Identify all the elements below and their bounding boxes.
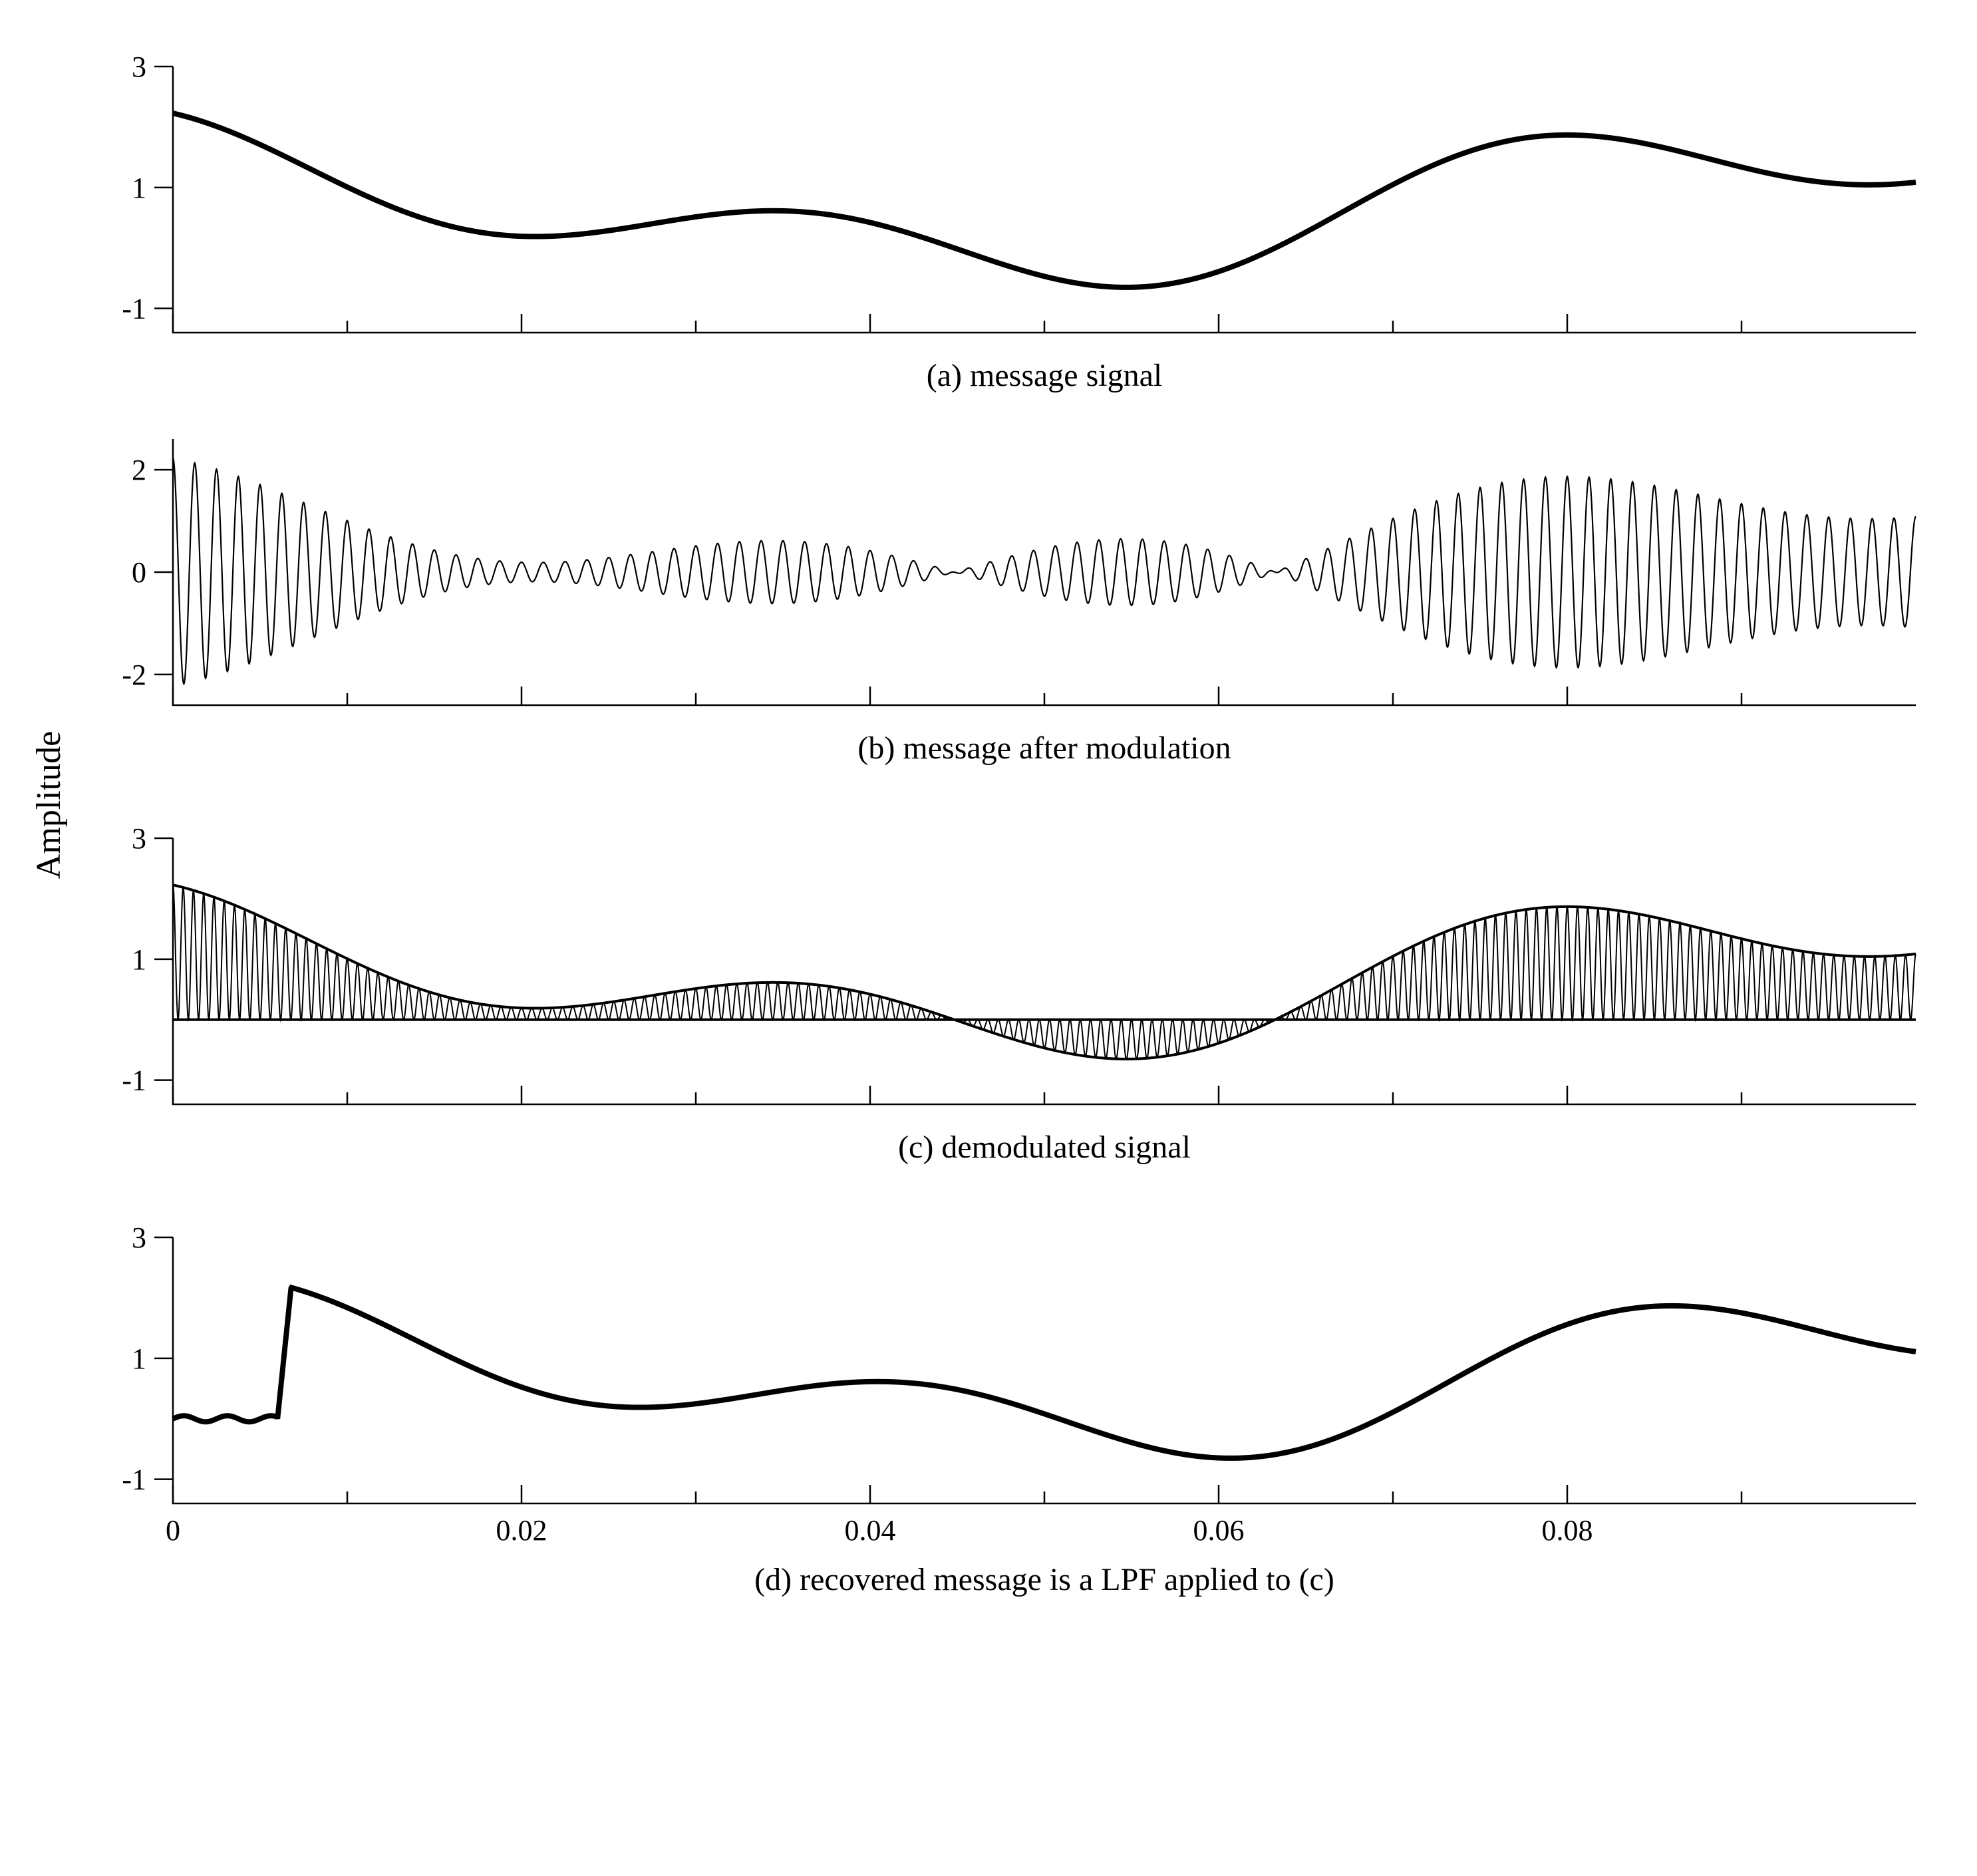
y-tick-label: 1 [132, 943, 146, 976]
y-tick-label: 3 [132, 1221, 146, 1254]
y-tick-label: 3 [132, 822, 146, 855]
panel-b: -2 0 2 (b) message after modulation [122, 439, 1916, 766]
y-tick-label: 0 [132, 556, 146, 589]
x-tick-label: 0 [166, 1514, 180, 1547]
y-tick-label: -1 [122, 293, 146, 325]
panel-caption-d: (d) recovered message is a LPF applied t… [754, 1562, 1334, 1597]
y-tick-label: 3 [132, 51, 146, 83]
x-tick-label: 0.04 [845, 1514, 896, 1547]
recovered-signal [173, 1288, 1916, 1458]
y-tick-label: -2 [122, 659, 146, 691]
y-tick-label: 1 [132, 172, 146, 204]
modulation-figure: Amplitude -1 1 3 (a) message signal -2 0 2 (b) m… [27, 27, 1950, 1849]
panel-a: -1 1 3 (a) message signal [122, 51, 1916, 393]
y-tick-label: -1 [122, 1064, 146, 1097]
y-tick-label: -1 [122, 1464, 146, 1496]
message-signal [173, 113, 1916, 287]
panel-caption-b: (b) message after modulation [857, 730, 1231, 766]
x-tick-label: 0.02 [496, 1514, 547, 1547]
panel-c: -1 1 3 (c) demodulated signal [122, 822, 1916, 1165]
y-axis-label: Amplitude [30, 731, 68, 879]
panel-d: -1 1 3 0 0.02 0.04 0.06 0.08 (d) recovered messa… [122, 1221, 1916, 1597]
x-tick-label: 0.06 [1193, 1514, 1245, 1547]
panel-caption-a: (a) message signal [927, 358, 1163, 393]
x-tick-label: 0.08 [1542, 1514, 1593, 1547]
demodulated-signal [173, 885, 1916, 1059]
panel-caption-c: (c) demodulated signal [898, 1130, 1191, 1165]
y-tick-label: 1 [132, 1342, 146, 1375]
y-tick-label: 2 [132, 454, 146, 486]
modulated-signal [173, 458, 1916, 684]
